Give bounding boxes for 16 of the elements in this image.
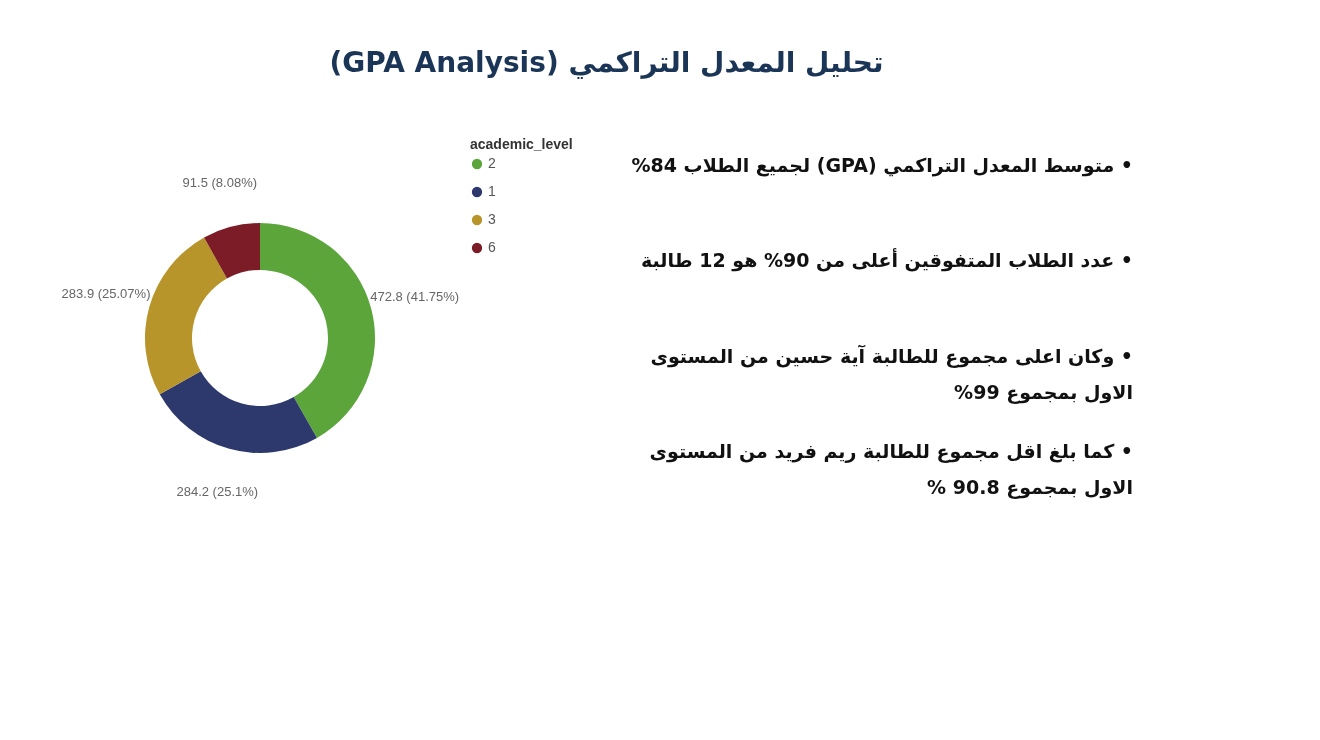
data-label: 283.9 (25.07%) xyxy=(61,286,151,302)
legend-label: 3 xyxy=(488,211,496,227)
data-label: 284.2 (25.1%) xyxy=(176,484,259,500)
text: • متوسط المعدل التراكمي (GPA) لجميع الطلاب 84% xyxy=(631,154,1133,178)
donut-slice xyxy=(159,371,317,453)
legend-label: 2 xyxy=(488,155,496,171)
text: • كما بلغ اقل مجموع للطالبة ريم فريد من المستوى الاول بمجموع 90.8 % xyxy=(649,439,1133,499)
text: • عدد الطلاب المتفوقين أعلى من 90% هو 12 طالبة xyxy=(641,248,1133,273)
text: تحليل المعدل التراكمي (GPA Analysis) xyxy=(329,46,884,79)
legend-title: academic_level xyxy=(470,136,573,152)
legend-label: 6 xyxy=(488,239,496,255)
data-label: 91.5 (8.08%) xyxy=(182,175,258,191)
legend-label: 1 xyxy=(488,183,496,199)
donut-slice xyxy=(204,223,260,279)
data-label: 472.8 (41.75%) xyxy=(370,289,460,304)
text: • وكان اعلى مجموع للطالبة آية حسين من المستوى الاول بمجموع 99% xyxy=(650,343,1133,404)
